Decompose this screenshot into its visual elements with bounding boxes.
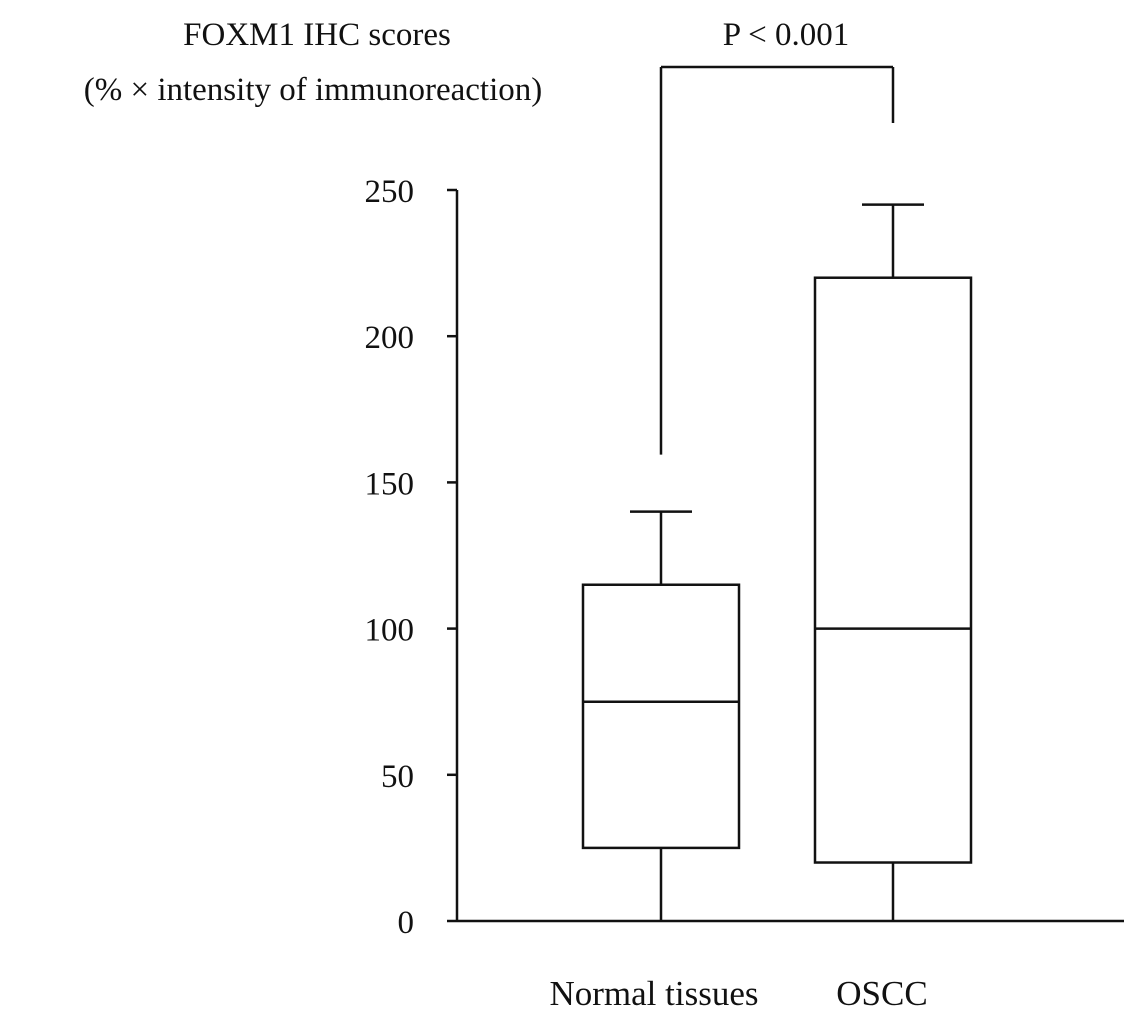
y-axis-title: FOXM1 IHC scores (% × intensity of immun… <box>84 17 543 108</box>
interquartile-box <box>581 583 741 850</box>
significance-bracket: P < 0.001 <box>659 17 895 455</box>
y-tick-label: 150 <box>365 466 415 502</box>
y-axis-title-line-2: (% × intensity of immunoreaction) <box>84 72 543 108</box>
y-tick-label: 0 <box>398 905 415 941</box>
x-category-label: Normal tissues <box>549 974 758 1013</box>
interquartile-box <box>813 276 973 864</box>
axes <box>455 190 1124 923</box>
y-tick-label: 200 <box>365 320 415 356</box>
x-axis-categories: Normal tissues OSCC <box>549 974 927 1013</box>
box-normal-tissues <box>581 510 741 921</box>
y-tick-label: 250 <box>365 174 415 210</box>
p-value-label: P < 0.001 <box>723 17 850 53</box>
box-oscc <box>813 203 973 921</box>
x-category-label: OSCC <box>836 974 927 1013</box>
y-axis-ticks: 0 50 100 150 200 250 <box>365 174 457 941</box>
y-tick-label: 50 <box>381 759 414 795</box>
y-axis-title-line-1: FOXM1 IHC scores <box>183 17 451 53</box>
boxes <box>581 203 973 921</box>
y-tick-label: 100 <box>365 613 415 649</box>
